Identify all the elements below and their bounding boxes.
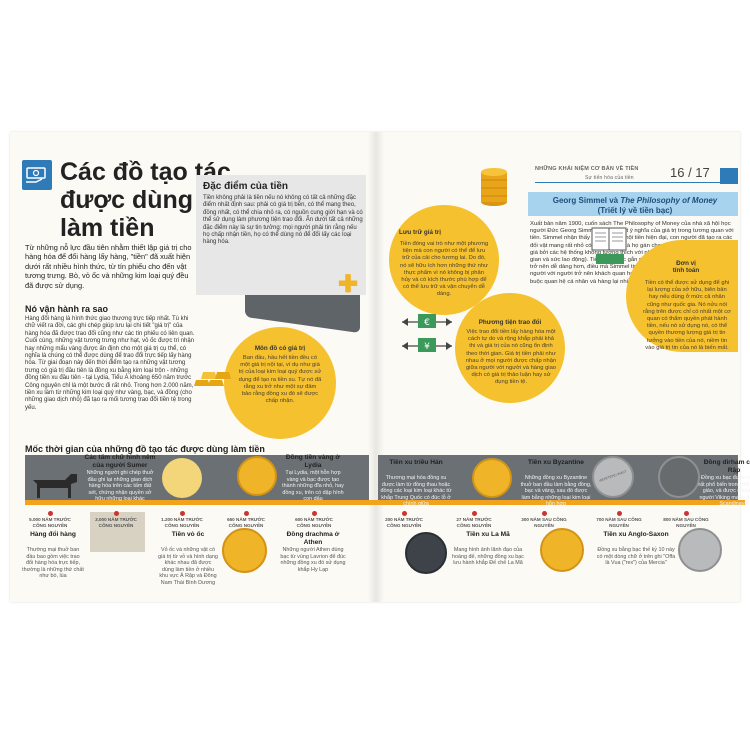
circle-body: Tiền đóng vai trò như một phương tiện mà… [399,241,489,298]
timeline-dot [311,511,317,516]
timeline-item-title: Các tấm chữ hình nêm của người Sumer [84,454,156,469]
lydia-coin-icon [237,456,277,496]
timeline-dot [471,511,477,516]
timeline-item-body: Những người Athen dùng bạc từ vùng Lavri… [280,547,346,573]
circle-unit-of-account: Đơn vị tính toán Tiền có thể được sử dụn… [626,240,738,352]
sidebar-heading-box [528,192,738,216]
cuneiform-tablet-icon [90,512,145,552]
page-title: Các đồ tạo tác được dùng làm tiền [60,158,231,242]
circle-title: Đơn vị tính toán [672,260,700,274]
book-gutter [368,132,384,602]
timeline-date: 5.000 NĂM TRƯỚC CÔNG NGUYÊN [29,517,71,528]
timeline-date: 27 NĂM TRƯỚC CÔNG NGUYÊN [456,517,492,528]
timeline-item-title: Tiền vỏ ốc [171,531,205,538]
sidebar-heading: Georg Simmel và The Philosophy of Money(… [552,196,718,215]
byzantine-coin-inscription: ΦEPETEPEVΛIACT [598,469,628,483]
feature-box [196,175,366,295]
running-head: NHỮNG KHÁI NIỆM CƠ BẢN VỀ TIỀN [535,166,639,172]
intro-text: Từ những nỗ lực đầu tiên nhằm thiết lập … [25,243,192,290]
timeline-date-marker: 200 NĂM TRƯỚC CÔNG NGUYÊN [380,511,428,528]
coin-stack-icon [475,160,513,213]
timeline-date: 600 NĂM TRƯỚC CÔNG NGUYÊN [295,517,333,528]
timeline-dot [401,511,407,516]
circle-body: Việc trao đổi tiền lấy hàng hóa một cách… [465,329,557,386]
timeline-dot [541,511,547,516]
timeline-dot [683,511,689,516]
timeline-item-body: Thương mại hóa đồng xu được làm từ đồng … [380,475,452,507]
timeline-item-body: Mang hình ảnh lãnh đạo của hoàng đế, nhữ… [452,547,524,566]
timeline-dot [113,511,119,516]
han-coin-gray-icon [405,532,447,574]
circle-title: Lưu trữ giá trị [399,229,442,236]
circle-title: Phương tiện trao đổi [478,319,542,326]
running-rule [535,182,735,183]
timeline-item-title: Đồng tiền vàng ở Lydia [285,454,341,469]
feature-body: Tiền không phải là tiền nếu nó không có … [203,195,363,246]
timeline-item-body: Những người ghi chép thuở đầu ghi lại nh… [86,470,154,502]
circle-title: Môn đồ có giá trị [254,345,306,352]
section-body: Hàng đổi hàng là hình thức giao thương t… [25,316,195,411]
timeline-date-marker: 300 NĂM SAU CÔNG NGUYÊN [520,511,568,528]
timeline-date-marker: 27 NĂM TRƯỚC CÔNG NGUYÊN [450,511,498,528]
circle-valuable-object: Môn đồ có giá trị Ban đầu, hầu hết tiền … [224,327,336,439]
circle-body: Tiền có thể được sử dụng để ghi lại lượn… [643,280,731,351]
timeline-item-title: Tiền xu Byzantine [528,459,584,466]
gold-bars-icon [192,360,236,395]
page-numbers: 16 / 17 [670,165,710,180]
svg-text:€: € [424,318,430,328]
byzantine-coin-icon: ΦEPETEPEVΛIACT [592,456,634,498]
timeline-date-marker: 600 NĂM TRƯỚC CÔNG NGUYÊN [290,511,338,528]
section-heading: Nó vận hành ra sao [25,304,109,314]
timeline-item-title: Đồng drachma ở Athen [286,531,340,546]
anglo-saxon-coin-icon [678,528,722,572]
timeline-dot [616,511,622,516]
timeline-item-body: Đồng xu bạc được sử dụng rất phổ biến tr… [698,475,750,507]
timeline-date-marker: 1.200 NĂM TRƯỚC CÔNG NGUYÊN [158,511,206,528]
timeline-dot [179,511,185,516]
timeline-item-title: Tiền xu Anglo-Saxon [603,531,669,538]
timeline-item-title: Đồng dirham của Ả Rập [703,459,750,474]
cross-icon: ✚ [338,271,359,298]
timeline-item-body: Tại Lydia, một hỗn hợp vàng và bạc được … [282,470,344,502]
timeline-item-body: Đồng xu bằng bạc thế kỷ 10 này có một dò… [596,547,676,566]
timeline-date-marker: 5.000 NĂM TRƯỚC CÔNG NGUYÊN [26,511,74,528]
timeline-date: 3.000 NĂM TRƯỚC CÔNG NGUYÊN [95,517,137,528]
cowrie-shells-icon [162,458,202,498]
ledger-icon [590,226,630,271]
athens-drachma-icon [222,528,267,573]
circle-store-of-value: Lưu trữ giá trị Tiền đóng vai trò như mộ… [389,205,499,315]
timeline-date-marker: 800 NĂM SAU CÔNG NGUYÊN [662,511,710,528]
timeline-item-title: Hàng đổi hàng [30,531,76,538]
timeline-item-body: Thường mại thuở ban đầu bao gồm việc tra… [22,547,84,579]
timeline-date: 1.200 NĂM TRƯỚC CÔNG NGUYÊN [161,517,203,528]
chapter-tab [720,168,738,184]
timeline-dot [243,511,249,516]
timeline-item-title: Tiền xu triều Hán [389,459,443,466]
circle-body: Ban đầu, hầu hết tiền đều có một giá trị… [238,355,322,405]
timeline-date: 800 NĂM SAU CÔNG NGUYÊN [663,517,709,528]
dirham-coin-icon [658,456,700,498]
han-coin-icon [472,458,512,498]
exchange-icon: € ¥ [398,310,456,365]
timeline-date: 700 NĂM SAU CÔNG NGUYÊN [596,517,642,528]
timeline-date: 650 NĂM TRƯỚC CÔNG NGUYÊN [227,517,265,528]
money-hand-icon [22,160,52,190]
timeline-dot [47,511,53,516]
timeline-date-marker: 700 NĂM SAU CÔNG NGUYÊN [595,511,643,528]
svg-text:¥: ¥ [424,342,430,352]
timeline-item-body: Những đồng xu Byzantine thuở ban đầu làm… [520,475,592,507]
timeline-bar [25,500,745,505]
timeline-date-marker: 3.000 NĂM TRƯỚC CÔNG NGUYÊN [92,511,140,528]
timeline-item-title: Tiền xu La Mã [466,531,510,538]
circle-medium-of-exchange: Phương tiện trao đổi Việc trao đổi tiền … [455,293,565,403]
cow-icon [28,470,83,505]
running-subhead: Sự tiến hóa của tiền [585,175,634,181]
timeline-item-body: Vỏ ốc và những vật có giá trị từ vỏ và h… [158,547,218,586]
timeline-date-marker: 650 NĂM TRƯỚC CÔNG NGUYÊN [222,511,270,528]
timeline-date: 200 NĂM TRƯỚC CÔNG NGUYÊN [385,517,423,528]
timeline-date: 300 NĂM SAU CÔNG NGUYÊN [521,517,567,528]
timeline-heading: Mốc thời gian của những đồ tạo tác được … [25,444,265,454]
feature-heading: Đặc điểm của tiền [203,181,289,192]
roman-coin-icon [540,528,584,572]
